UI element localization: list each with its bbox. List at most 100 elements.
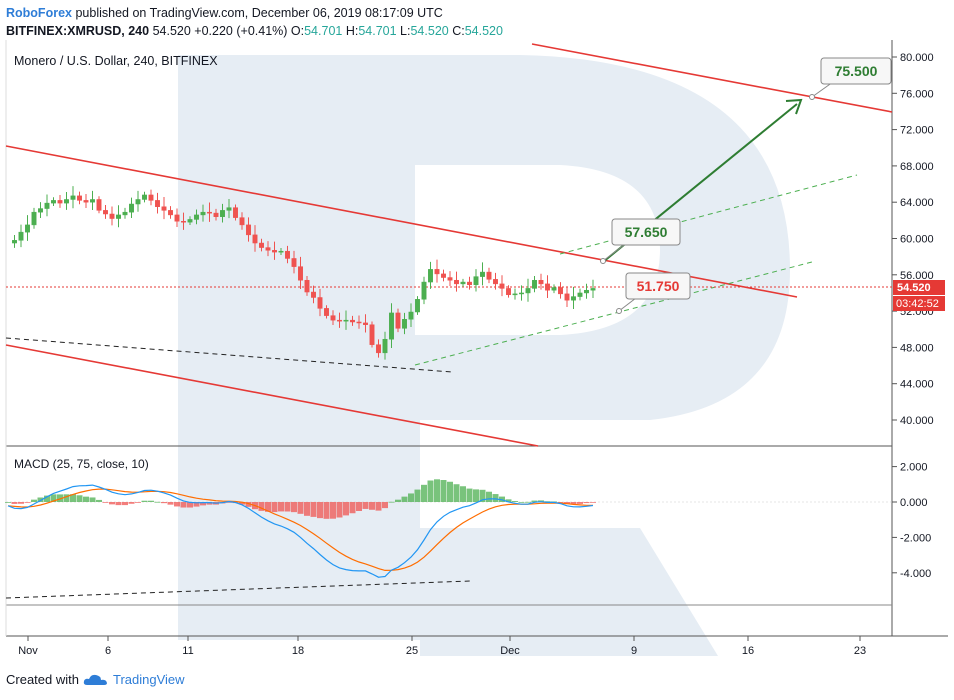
macd-histogram-bar (18, 502, 24, 504)
candle-body (545, 283, 550, 291)
macd-histogram-bar (414, 489, 421, 502)
annotation-box-75500[interactable] (820, 57, 892, 85)
candle-body (200, 211, 206, 216)
macd-histogram-bar (583, 502, 590, 504)
macd-axis[interactable]: -4.000 -2.000 0.000 2.000 (892, 462, 931, 580)
macd-histogram-bar (343, 502, 349, 516)
macd-histogram-bar (5, 502, 11, 503)
candle-body (551, 287, 557, 291)
price-tick-label: 68.000 (900, 161, 934, 173)
macd-histogram-bar (122, 502, 128, 506)
macd-tick-label: -2.000 (900, 532, 931, 544)
macd-histogram-bar (525, 501, 531, 503)
candle-body (538, 279, 544, 285)
publish-info: published on TradingView.com, December 0… (75, 6, 443, 20)
macd-histogram-bar (505, 499, 512, 502)
candle-body (564, 293, 570, 301)
candle-body (519, 292, 524, 295)
price-tick-label: 80.000 (900, 52, 934, 64)
candle-body (25, 224, 30, 233)
macd-histogram-bar (310, 502, 317, 517)
macd-histogram-bar (239, 502, 245, 505)
candle-body (38, 208, 43, 213)
upper-green-dashed-line[interactable] (559, 174, 858, 255)
macd-histogram-bar (11, 502, 18, 504)
open-label: O: (290, 24, 305, 38)
macd-histogram-bar (63, 494, 70, 502)
candle-body (51, 200, 56, 204)
candle-body (525, 288, 531, 294)
candle-body (291, 258, 297, 267)
candle-body (584, 289, 589, 294)
lower-red-trendline[interactable] (5, 344, 539, 447)
low-value: 54.520 (410, 24, 449, 38)
candle-body (129, 203, 134, 213)
macd-histogram-bar (76, 495, 83, 502)
price-tick-label: 76.000 (900, 88, 934, 100)
candle-body (389, 312, 394, 340)
candle-body (77, 195, 82, 201)
upper-red-trendline[interactable] (5, 145, 798, 298)
time-tick-label: Dec (500, 645, 520, 657)
candle-body (31, 211, 37, 226)
time-tick-label: 9 (631, 645, 637, 657)
macd-histogram-bar (395, 499, 401, 502)
candle-body (220, 210, 225, 217)
tradingview-brand[interactable]: TradingView (112, 672, 185, 687)
candle-body (434, 269, 440, 275)
candle-body (161, 206, 167, 211)
macd-histogram-bar (31, 499, 37, 502)
close-label: C: (452, 24, 465, 38)
candle-body (363, 322, 368, 325)
last-price-tag: 54.520 (897, 282, 931, 294)
macd-histogram-bar (180, 502, 187, 508)
top-red-trendline[interactable] (531, 43, 893, 113)
candle-body (57, 200, 63, 204)
candle-body (64, 199, 69, 204)
macd-histogram-bar (271, 502, 278, 513)
trendlines[interactable] (5, 43, 893, 599)
macd-histogram-bar (512, 501, 518, 502)
candle-body (83, 200, 89, 203)
macd-histogram-bar (492, 494, 499, 502)
macd-histogram-bar (193, 502, 200, 507)
publisher-name[interactable]: RoboForex (6, 6, 72, 20)
candle-body (480, 271, 485, 277)
watermark-logo (178, 55, 790, 656)
candle-body (382, 338, 388, 354)
price-axis[interactable]: 40.00044.00048.00052.00056.00060.00064.0… (892, 52, 934, 427)
candle-body (272, 250, 277, 253)
macd-histogram-bar (297, 502, 304, 514)
candle-body (356, 321, 362, 324)
macd-histogram-bar (148, 500, 154, 502)
chart-header: RoboForex published on TradingView.com, … (6, 4, 503, 40)
candle-body (12, 240, 17, 244)
macd-histogram-bar (102, 502, 109, 503)
macd-histogram-bar (460, 486, 466, 502)
open-value: 54.701 (304, 24, 343, 38)
macd-histogram-bar (141, 500, 148, 502)
symbol: BITFINEX:XMRUSD, 240 (6, 24, 150, 38)
candle-body (506, 288, 511, 296)
candle-body (135, 199, 141, 205)
macd-histogram-bar (187, 502, 193, 508)
black-dashed-support[interactable] (5, 337, 453, 373)
candle-body (499, 283, 505, 289)
annotation-box-57650[interactable] (611, 218, 681, 246)
candle-body (252, 234, 258, 244)
macd-histogram-bar (200, 502, 206, 506)
macd-histogram-bar (245, 502, 252, 507)
publish-line: RoboForex published on TradingView.com, … (6, 4, 503, 22)
candle-body (402, 319, 407, 329)
macd-histogram-bar (421, 484, 427, 502)
time-axis[interactable]: Nov 6 11 18 25 Dec 9 16 23 (18, 636, 866, 657)
macd-histogram-bar (24, 502, 31, 503)
macd-histogram-bar (258, 502, 265, 511)
macd-histogram-bar (135, 502, 141, 503)
macd-histogram-bar (128, 502, 135, 504)
macd-histogram-bar (278, 502, 284, 512)
annotation-box-51750[interactable] (625, 272, 691, 300)
candle-body (571, 296, 576, 301)
price-annotations[interactable]: 75.500 57.650 51.750 (600, 57, 892, 314)
